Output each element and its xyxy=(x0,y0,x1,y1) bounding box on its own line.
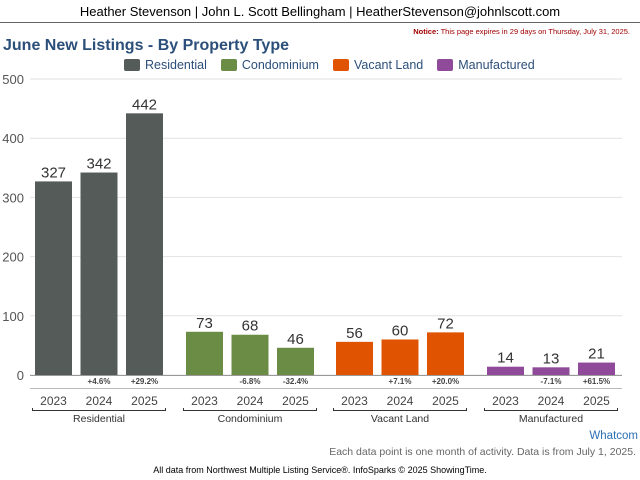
year-tick-label: 2023 xyxy=(40,394,67,408)
bar-value-label: 72 xyxy=(437,315,454,332)
legend-swatch xyxy=(220,59,237,71)
y-tick-label: 0 xyxy=(17,368,24,383)
year-tick-label: 2024 xyxy=(237,394,264,408)
bar xyxy=(277,347,314,375)
y-tick-label: 200 xyxy=(2,250,24,265)
bar xyxy=(35,181,72,375)
bar-value-label: 68 xyxy=(242,318,259,335)
legend-item-0[interactable]: Residential xyxy=(124,58,207,72)
change-label: -6.8% xyxy=(240,377,261,386)
category-label: Residential xyxy=(73,413,125,425)
bar-value-label: 13 xyxy=(543,350,560,367)
year-tick-label: 2024 xyxy=(538,394,565,408)
bar-value-label: 21 xyxy=(588,346,605,363)
y-tick-label: 400 xyxy=(2,131,24,146)
legend-item-3[interactable]: Manufactured xyxy=(437,58,535,72)
change-label: +29.2% xyxy=(131,377,158,386)
year-tick-label: 2023 xyxy=(191,394,218,408)
category-label: Condominium xyxy=(218,413,283,425)
category-label: Vacant Land xyxy=(371,413,429,425)
legend-swatch xyxy=(124,59,140,71)
legend-label: Residential xyxy=(145,58,207,72)
category-label: Manufactured xyxy=(519,413,583,425)
chart-title: June New Listings - By Property Type xyxy=(3,37,289,54)
bar xyxy=(231,334,269,375)
legend-swatch xyxy=(437,59,454,71)
legend-item-1[interactable]: Condominium xyxy=(220,58,319,72)
legend-label: Manufactured xyxy=(458,58,535,72)
legend-item-2[interactable]: Vacant Land xyxy=(332,58,424,72)
bar xyxy=(126,113,163,375)
bar-value-label: 327 xyxy=(41,164,66,181)
year-tick-label: 2025 xyxy=(432,394,459,408)
bar-value-label: 60 xyxy=(392,322,409,339)
year-tick-label: 2025 xyxy=(131,394,158,408)
data-source: All data from Northwest Multiple Listing… xyxy=(153,465,487,475)
change-label: -7.1% xyxy=(541,377,562,386)
expiry-notice: Notice: This page expires in 29 days on … xyxy=(413,27,630,36)
notice-text: This page expires in 29 days on Thursday… xyxy=(440,27,630,36)
data-note: Each data point is one month of activity… xyxy=(329,446,636,458)
notice-label: Notice: xyxy=(413,27,439,36)
agent-header-text: Heather Stevenson | John L. Scott Bellin… xyxy=(79,4,561,19)
bar xyxy=(532,367,570,375)
agent-header: Heather Stevenson | John L. Scott Bellin… xyxy=(0,0,640,23)
change-label: +20.0% xyxy=(432,377,459,386)
change-label: +61.5% xyxy=(583,377,610,386)
bar-value-label: 342 xyxy=(86,156,111,173)
bar xyxy=(381,339,419,375)
legend-label: Vacant Land xyxy=(353,58,424,72)
bar xyxy=(578,362,615,375)
year-tick-label: 2025 xyxy=(583,394,610,408)
bar xyxy=(336,341,373,375)
legend-swatch xyxy=(332,59,349,71)
change-label: -32.4% xyxy=(283,377,308,386)
year-tick-label: 2023 xyxy=(341,394,368,408)
year-tick-label: 2025 xyxy=(282,394,309,408)
bar-value-label: 442 xyxy=(132,96,157,113)
change-label: +4.6% xyxy=(88,377,111,386)
year-tick-label: 2024 xyxy=(387,394,414,408)
change-label: +7.1% xyxy=(389,377,412,386)
bar-value-label: 46 xyxy=(287,331,304,348)
bar-value-label: 73 xyxy=(196,315,213,332)
region-link[interactable]: Whatcom xyxy=(589,430,638,442)
chart-legend: Residential Condominium Vacant Land Manufac… xyxy=(124,57,549,73)
year-tick-label: 2024 xyxy=(86,394,113,408)
year-tick-label: 2023 xyxy=(492,394,519,408)
y-tick-label: 300 xyxy=(2,190,24,205)
bar xyxy=(186,331,223,375)
bar-value-label: 14 xyxy=(497,350,514,367)
legend-label: Condominium xyxy=(241,58,319,72)
bar-chart: 0 100 200 300 400 500 327 2023 342 +4.6% 2024 442 +2… xyxy=(2,72,622,425)
y-tick-label: 100 xyxy=(2,309,24,324)
bar xyxy=(80,172,118,375)
y-tick-label: 500 xyxy=(2,72,24,87)
bar xyxy=(427,332,464,375)
bar xyxy=(487,366,524,375)
bar-value-label: 56 xyxy=(346,325,363,342)
